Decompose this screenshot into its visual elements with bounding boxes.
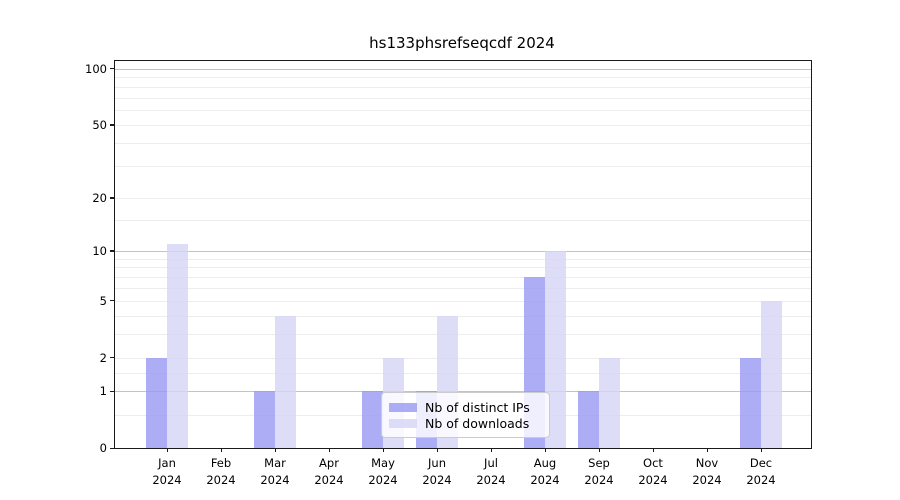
x-tick-mark: [166, 448, 168, 452]
bar-downloads-dec: [761, 300, 782, 448]
legend-item-downloads: Nb of downloads: [389, 415, 541, 431]
bar-distinct-ips-sep: [578, 391, 599, 448]
x-tick-label: Aug 2024: [530, 456, 560, 488]
chart-title: hs133phsrefseqcdf 2024: [369, 34, 555, 52]
legend-swatch-downloads: [389, 418, 417, 428]
x-tick-mark: [652, 448, 654, 452]
bar-downloads-mar: [275, 315, 296, 448]
gridline-minor: [115, 357, 811, 359]
bar-distinct-ips-mar: [254, 391, 275, 448]
y-tick-label: 2: [99, 350, 107, 365]
y-tick-mark: [110, 197, 114, 199]
x-tick-mark: [274, 448, 276, 452]
gridline-minor: [115, 267, 811, 269]
y-tick-label: 0: [99, 441, 107, 455]
y-tick-mark: [110, 447, 114, 449]
x-tick-label: Sep 2024: [584, 456, 614, 488]
x-tick-mark: [490, 448, 492, 452]
x-tick-label: Apr 2024: [314, 456, 344, 488]
gridline-minor: [115, 97, 811, 99]
bar-distinct-ips-jan: [146, 357, 167, 448]
gridline-minor: [115, 315, 811, 317]
gridline-minor: [115, 220, 811, 222]
legend-item-distinct-ips: Nb of distinct IPs: [389, 399, 541, 415]
gridline-minor: [115, 334, 811, 336]
legend: Nb of distinct IPs Nb of downloads: [381, 392, 550, 438]
x-tick-mark: [544, 448, 546, 452]
gridline-minor: [115, 77, 811, 79]
x-tick-label: Jun 2024: [422, 456, 452, 488]
gridline-minor: [115, 372, 811, 374]
gridline-minor: [115, 288, 811, 290]
bar-downloads-aug: [545, 250, 566, 448]
bar-distinct-ips-may: [362, 391, 383, 448]
gridline-minor: [115, 277, 811, 279]
gridline-minor: [115, 142, 811, 144]
gridline-minor: [115, 86, 811, 88]
gridline-minor: [115, 197, 811, 199]
x-tick-label: Mar 2024: [260, 456, 290, 488]
x-tick-mark: [706, 448, 708, 452]
legend-swatch-distinct-ips: [389, 402, 417, 412]
x-tick-label: Dec 2024: [746, 456, 776, 488]
y-tick-label: 5: [99, 293, 107, 308]
y-tick-mark: [110, 250, 114, 252]
legend-label-downloads: Nb of downloads: [425, 415, 530, 431]
y-tick-mark: [110, 357, 114, 359]
y-tick-mark: [110, 68, 114, 70]
x-tick-label: Nov 2024: [692, 456, 722, 488]
gridline-minor: [115, 124, 811, 126]
x-tick-mark: [598, 448, 600, 452]
bar-downloads-jan: [167, 243, 188, 448]
gridline-minor: [115, 258, 811, 260]
gridline-major: [115, 250, 811, 252]
y-tick-label: 50: [92, 117, 107, 132]
y-tick-mark: [110, 390, 114, 392]
legend-label-distinct-ips: Nb of distinct IPs: [425, 399, 530, 415]
gridline-minor: [115, 300, 811, 302]
x-tick-label: May 2024: [368, 456, 398, 488]
y-tick-label: 10: [92, 243, 107, 258]
x-tick-mark: [436, 448, 438, 452]
x-tick-mark: [220, 448, 222, 452]
x-tick-label: Feb 2024: [206, 456, 236, 488]
y-tick-mark: [110, 300, 114, 302]
x-tick-label: Oct 2024: [638, 456, 668, 488]
x-tick-label: Jan 2024: [152, 456, 182, 488]
gridline-minor: [115, 110, 811, 112]
bar-distinct-ips-dec: [740, 357, 761, 448]
y-tick-mark: [110, 124, 114, 126]
gridline-major: [115, 391, 811, 393]
bar-downloads-sep: [599, 357, 620, 448]
gridline-minor: [115, 165, 811, 167]
y-tick-label: 100: [85, 61, 107, 76]
y-tick-label: 20: [92, 190, 107, 205]
x-tick-mark: [760, 448, 762, 452]
x-tick-mark: [382, 448, 384, 452]
x-tick-label: Jul 2024: [476, 456, 506, 488]
plot-area: 0 1 2 5 10 20 50 100 Jan 2024 Feb 2024 Mar 2024 Apr…: [85, 60, 812, 487]
gridline-major: [115, 68, 811, 70]
y-tick-label: 1: [99, 384, 107, 399]
x-tick-mark: [328, 448, 330, 452]
